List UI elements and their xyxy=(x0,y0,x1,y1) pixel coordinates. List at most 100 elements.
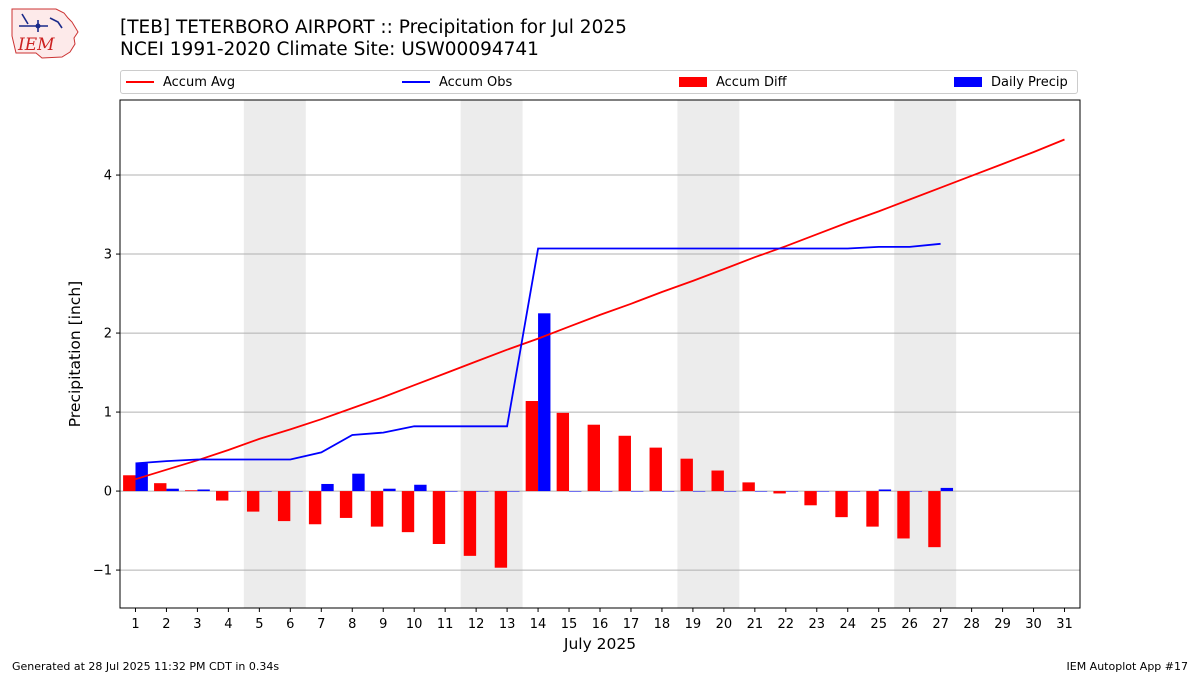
accum-diff-bar xyxy=(185,490,198,492)
accum-diff-bar xyxy=(123,475,136,492)
legend-label: Daily Precip xyxy=(991,74,1068,90)
y-axis-label: Precipitation [inch] xyxy=(66,281,84,427)
accum-diff-bar xyxy=(277,491,291,522)
x-tick-label: 10 xyxy=(406,617,423,632)
chart-title: [TEB] TETERBORO AIRPORT :: Precipitation… xyxy=(120,17,627,38)
daily-precip-bar xyxy=(816,491,830,492)
legend-label: Accum Diff xyxy=(716,74,787,90)
accum-diff-bar xyxy=(401,491,415,533)
daily-precip-bar xyxy=(723,491,737,492)
daily-precip-bar xyxy=(847,491,861,492)
accum-diff-bar xyxy=(154,483,167,492)
daily-precip-bar xyxy=(166,488,179,492)
legend-label: Accum Obs xyxy=(439,74,513,90)
x-tick-label: 19 xyxy=(685,617,702,632)
daily-precip-bar xyxy=(785,491,799,492)
accum-diff-bar xyxy=(804,491,817,506)
accum-avg-line xyxy=(135,138,1065,481)
legend-swatch xyxy=(954,77,982,87)
legend-item-accum-obs: Accum Obs xyxy=(402,74,512,90)
accum-diff-bar xyxy=(649,447,662,492)
daily-precip-bar xyxy=(692,491,706,492)
x-tick-label: 14 xyxy=(530,617,547,632)
accum-diff-bar xyxy=(339,491,353,518)
app-credit: IEM Autoplot App #17 xyxy=(1066,660,1189,673)
x-tick-label: 29 xyxy=(994,617,1011,632)
x-tick-label: 28 xyxy=(963,617,980,632)
daily-precip-bar xyxy=(754,491,768,492)
chart-subtitle: NCEI 1991-2020 Climate Site: USW00094741 xyxy=(120,39,539,60)
legend-swatch xyxy=(402,81,430,83)
accum-diff-bar xyxy=(494,491,508,568)
legend-swatch xyxy=(126,81,154,83)
legend-label: Accum Avg xyxy=(163,74,236,90)
weekend-shade xyxy=(243,100,306,608)
x-tick-label: 16 xyxy=(592,617,609,632)
daily-precip-bar xyxy=(661,491,675,492)
accum-diff-bar xyxy=(587,424,600,492)
x-tick-label: 4 xyxy=(224,617,232,632)
accum-diff-bar xyxy=(370,491,384,527)
y-tick-label: 3 xyxy=(104,248,112,263)
x-tick-label: 5 xyxy=(255,617,263,632)
accum-diff-bar xyxy=(928,491,941,548)
x-tick-label: 13 xyxy=(499,617,516,632)
x-tick-label: 23 xyxy=(809,617,826,632)
x-tick-label: 27 xyxy=(932,617,949,632)
daily-precip-bar xyxy=(197,489,210,492)
accum-diff-bar xyxy=(618,435,631,492)
x-tick-label: 3 xyxy=(193,617,201,632)
accum-diff-bar xyxy=(216,491,229,501)
iem-logo: IEM xyxy=(11,8,79,59)
accum-diff-bar xyxy=(556,412,570,492)
x-tick-label: 30 xyxy=(1025,617,1042,632)
svg-text:IEM: IEM xyxy=(17,35,55,55)
x-tick-label: 24 xyxy=(839,617,856,632)
daily-precip-bar xyxy=(507,491,520,492)
daily-precip-bar xyxy=(290,491,303,492)
accum-diff-bar xyxy=(432,491,446,545)
accum-diff-bar xyxy=(525,401,539,492)
x-tick-label: 17 xyxy=(623,617,640,632)
x-tick-label: 2 xyxy=(162,617,170,632)
x-tick-label: 26 xyxy=(901,617,918,632)
legend-swatch xyxy=(679,77,707,87)
legend-item-accum-diff: Accum Diff xyxy=(679,74,787,90)
daily-precip-bar xyxy=(321,483,334,492)
daily-precip-bar xyxy=(445,491,458,492)
accum-diff-bar xyxy=(773,491,786,494)
daily-precip-bar xyxy=(878,489,892,492)
y-tick-label: 1 xyxy=(104,406,112,421)
x-tick-label: 8 xyxy=(348,617,356,632)
accum-obs-line xyxy=(135,242,941,465)
daily-precip-bar xyxy=(352,473,365,492)
x-tick-label: 15 xyxy=(561,617,578,632)
x-tick-label: 18 xyxy=(654,617,671,632)
accum-diff-bar xyxy=(308,491,322,525)
daily-precip-bar xyxy=(476,491,489,492)
x-tick-label: 20 xyxy=(716,617,733,632)
accum-diff-bar xyxy=(835,491,848,518)
x-tick-label: 9 xyxy=(379,617,387,632)
x-tick-label: 7 xyxy=(317,617,325,632)
x-tick-label: 6 xyxy=(286,617,294,632)
chart-legend: Accum Avg Accum Obs Accum Diff Daily Pre… xyxy=(120,70,1078,94)
accum-diff-bar xyxy=(711,470,724,492)
x-tick-label: 12 xyxy=(468,617,485,632)
weekend-shade xyxy=(677,100,740,608)
daily-precip-bar xyxy=(228,491,241,492)
daily-precip-bar xyxy=(538,313,551,492)
accum-diff-bar xyxy=(246,491,260,512)
x-tick-label: 22 xyxy=(778,617,795,632)
daily-precip-bar xyxy=(600,491,613,492)
accum-diff-bar xyxy=(897,491,910,539)
daily-precip-bar xyxy=(940,487,954,492)
daily-precip-bar xyxy=(414,484,427,492)
y-tick-label: 0 xyxy=(104,485,112,500)
daily-precip-bar xyxy=(630,491,644,492)
generated-timestamp: Generated at 28 Jul 2025 11:32 PM CDT in… xyxy=(12,660,280,673)
x-tick-label: 31 xyxy=(1056,617,1073,632)
accum-diff-bar xyxy=(866,491,879,527)
legend-item-accum-avg: Accum Avg xyxy=(126,74,235,90)
y-tick-label: 4 xyxy=(104,169,112,184)
